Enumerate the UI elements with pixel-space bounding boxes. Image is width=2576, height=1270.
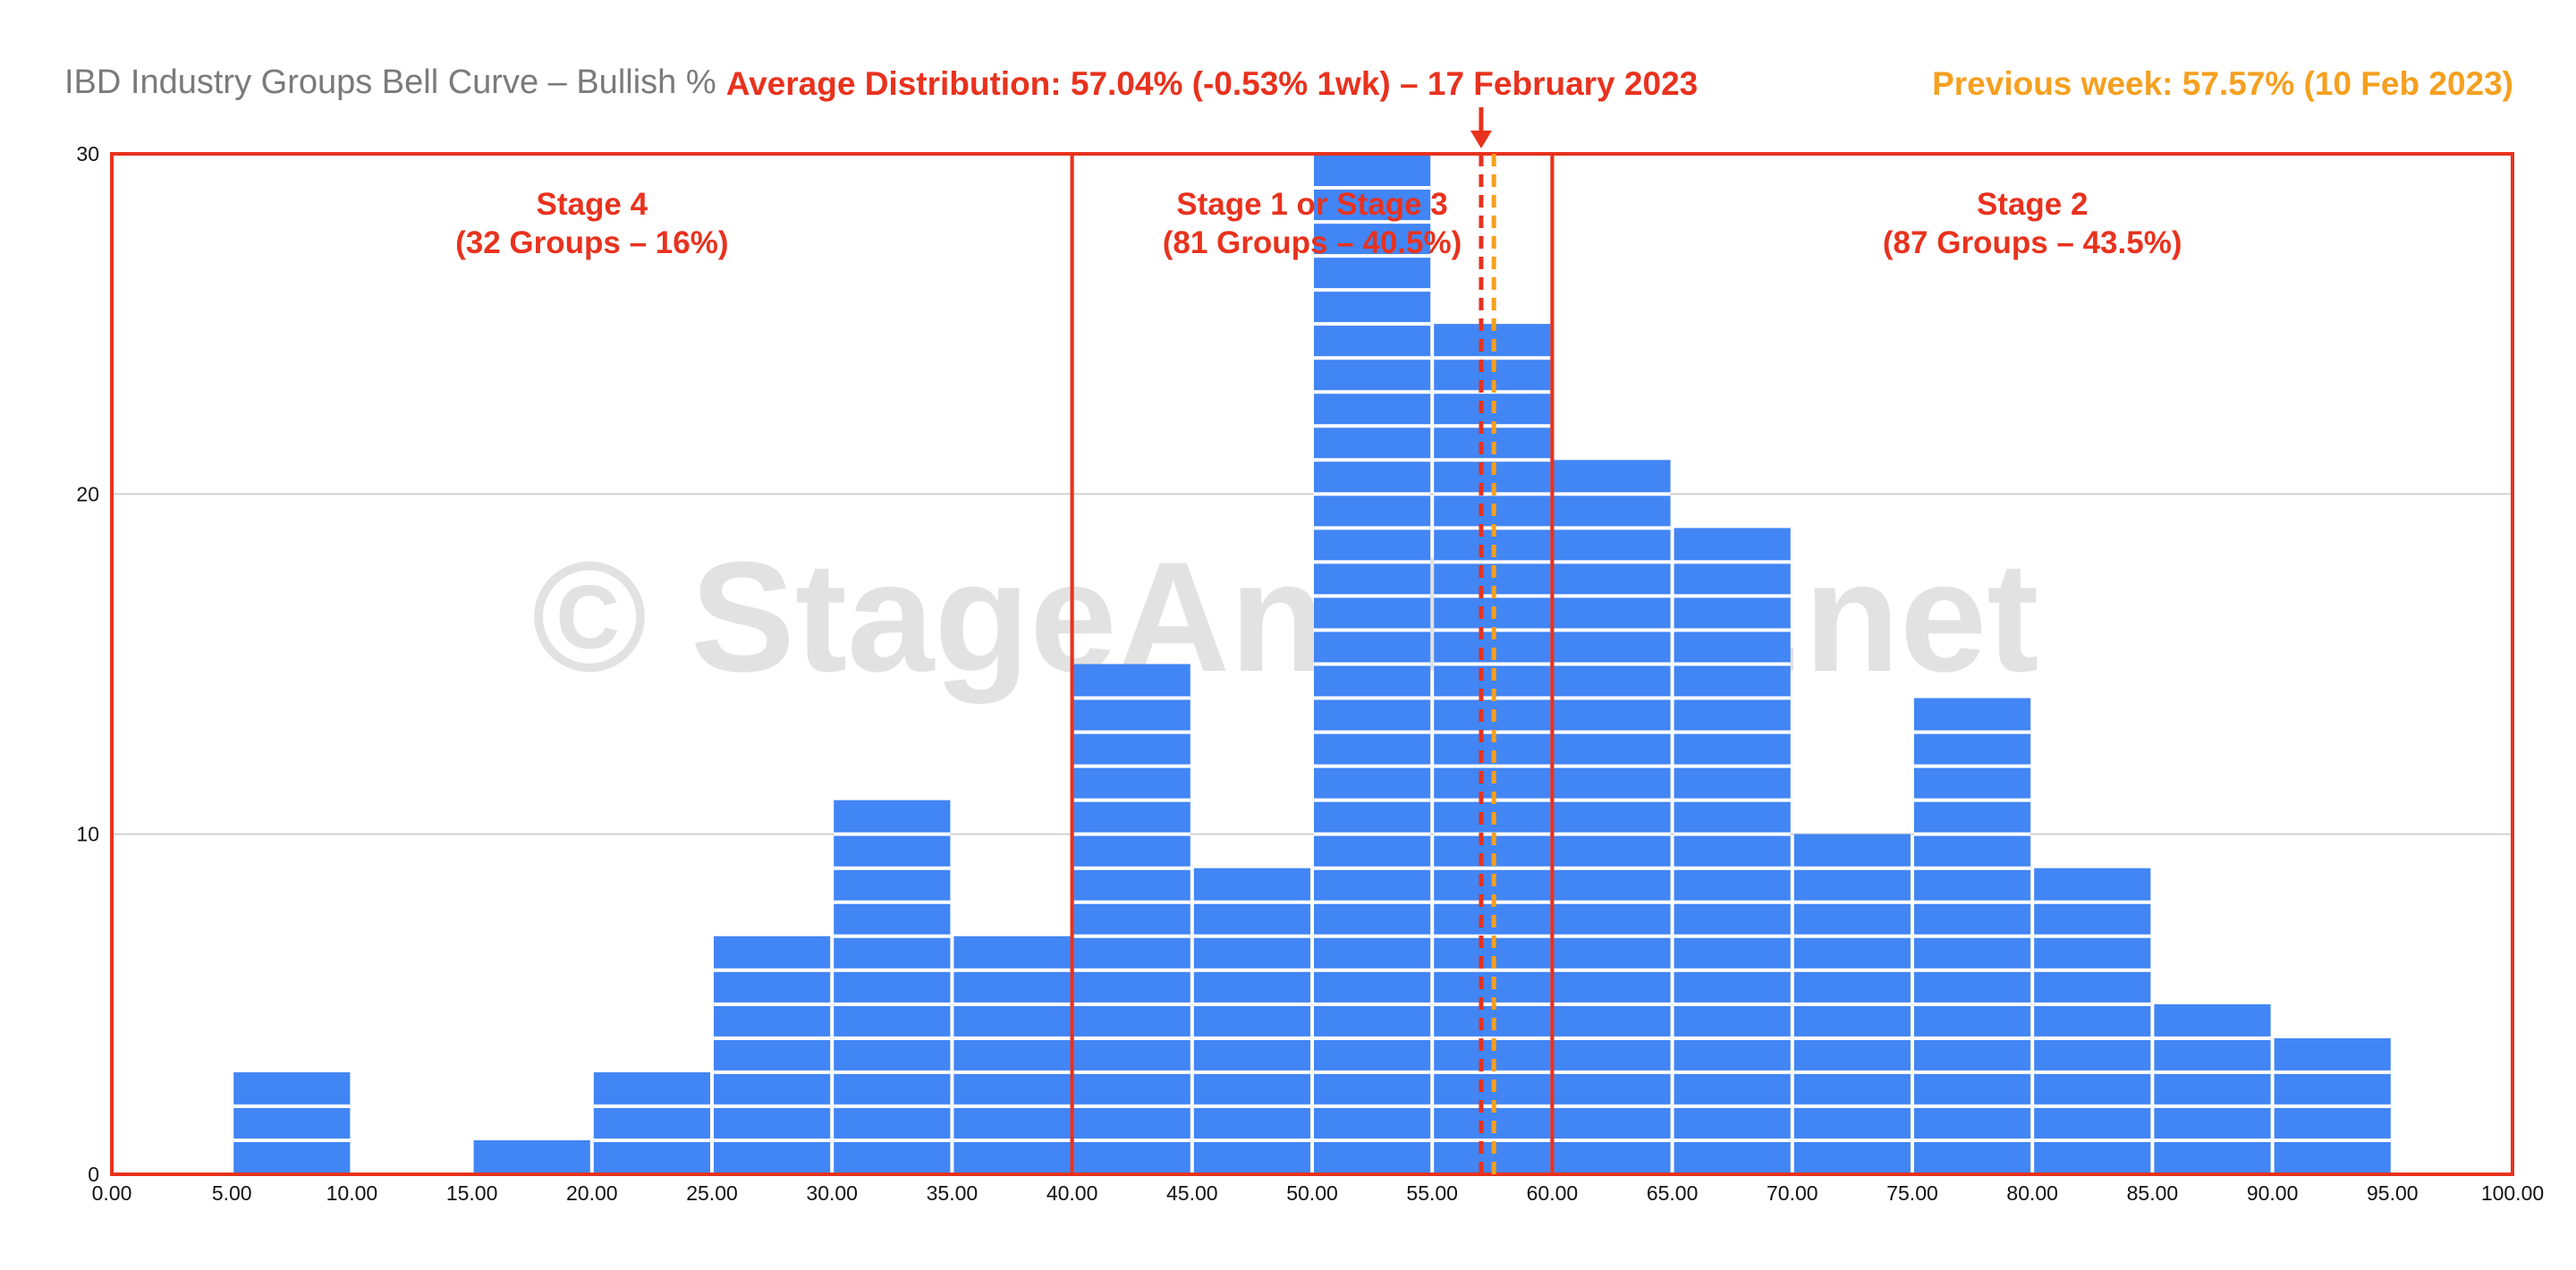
y-tick-label: 0 bbox=[88, 1163, 99, 1186]
x-tick-label: 0.00 bbox=[92, 1181, 132, 1205]
x-tick-label: 55.00 bbox=[1406, 1181, 1458, 1205]
x-tick-label: 20.00 bbox=[566, 1181, 618, 1205]
previous-week-label: Previous week: 57.57% (10 Feb 2023) bbox=[1932, 65, 2513, 102]
stage-boxes: Stage 4(32 Groups – 16%) Stage 1 or Stage… bbox=[110, 152, 2514, 1176]
histogram-bar bbox=[714, 936, 831, 1174]
x-tick-label: 100.00 bbox=[2481, 1181, 2544, 1205]
histogram-bar bbox=[233, 1071, 351, 1174]
y-tick-label: 30 bbox=[76, 142, 99, 165]
x-tick-label: 15.00 bbox=[446, 1181, 498, 1205]
x-tick-label: 70.00 bbox=[1767, 1181, 1818, 1205]
stage-sublabel: (32 Groups – 16%) bbox=[455, 225, 728, 260]
average-distribution-label: Average Distribution: 57.04% (-0.53% 1wk… bbox=[726, 65, 1698, 102]
average-arrow-head bbox=[1470, 131, 1492, 148]
x-tick-label: 95.00 bbox=[2367, 1181, 2419, 1205]
stage-label: Stage 1 or Stage 3 bbox=[1176, 187, 1447, 222]
x-tick-label: 75.00 bbox=[1886, 1181, 1938, 1205]
histogram-bar bbox=[2154, 1003, 2271, 1174]
stage-sublabel: (81 Groups – 40.5%) bbox=[1163, 225, 1462, 260]
x-tick-label: 60.00 bbox=[1527, 1181, 1579, 1205]
average-markers bbox=[1470, 107, 1496, 1174]
x-tick-label: 25.00 bbox=[686, 1181, 738, 1205]
chart-title: IBD Industry Groups Bell Curve – Bullish… bbox=[64, 64, 716, 101]
histogram-bar bbox=[593, 1071, 710, 1174]
x-tick-label: 50.00 bbox=[1286, 1181, 1338, 1205]
histogram-bar bbox=[834, 800, 951, 1174]
histogram-bar bbox=[953, 936, 1071, 1174]
x-tick-label: 10.00 bbox=[326, 1181, 378, 1205]
x-tick-label: 85.00 bbox=[2127, 1181, 2179, 1205]
histogram-bar bbox=[473, 1139, 590, 1174]
x-tick-label: 5.00 bbox=[212, 1181, 252, 1205]
histogram-bar bbox=[1193, 868, 1310, 1174]
histogram-bars bbox=[233, 154, 2514, 1174]
stage-box bbox=[1550, 152, 2514, 1176]
y-tick-label: 20 bbox=[76, 482, 99, 505]
histogram-bar bbox=[2034, 868, 2151, 1174]
x-tick-label: 45.00 bbox=[1166, 1181, 1218, 1205]
y-tick-label: 10 bbox=[76, 823, 99, 846]
stage-label: Stage 2 bbox=[1977, 187, 2089, 222]
watermark: © StageAnalysis.net bbox=[531, 530, 2038, 705]
x-tick-label: 65.00 bbox=[1647, 1181, 1699, 1205]
axis-labels: 0 10 20 30 0.00 5.00 10.00 15.00 20.00 25.00 30.00… bbox=[76, 142, 2544, 1205]
stage-sublabel: (87 Groups – 43.5%) bbox=[1883, 225, 2182, 260]
x-tick-label: 35.00 bbox=[927, 1181, 979, 1205]
histogram-bar bbox=[1674, 528, 1791, 1174]
histogram-bar bbox=[1554, 460, 1671, 1174]
x-tick-label: 40.00 bbox=[1046, 1181, 1098, 1205]
stage-label: Stage 4 bbox=[537, 187, 648, 222]
x-tick-label: 80.00 bbox=[2006, 1181, 2058, 1205]
x-tick-label: 90.00 bbox=[2247, 1181, 2299, 1205]
x-tick-label: 30.00 bbox=[806, 1181, 858, 1205]
histogram-bar bbox=[1073, 664, 1191, 1174]
